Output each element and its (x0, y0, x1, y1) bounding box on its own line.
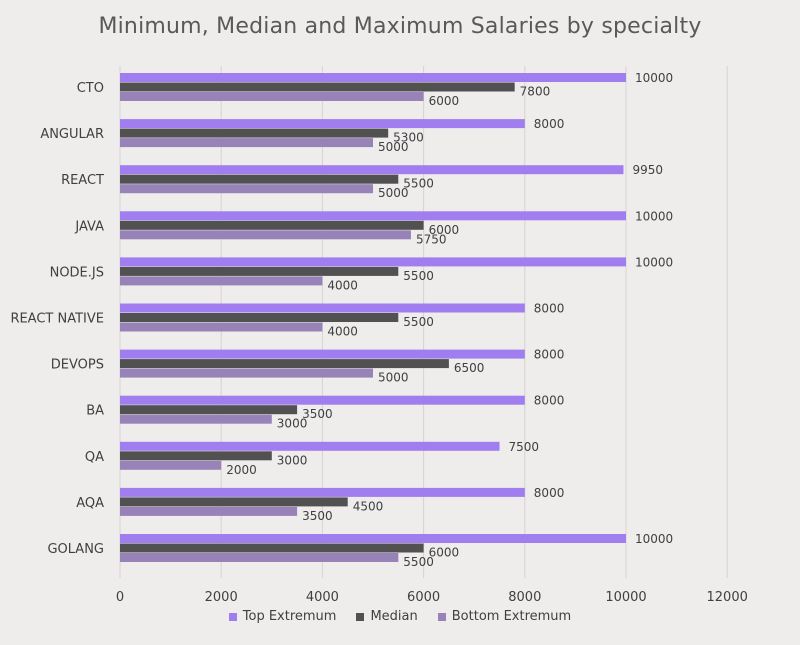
data-label: 2000 (226, 463, 257, 477)
category-label: GOLANG (47, 542, 104, 557)
bar-bottom-extremum (120, 138, 373, 148)
chart-title: Minimum, Median and Maximum Salaries by … (98, 14, 702, 39)
bar-bottom-extremum (120, 276, 323, 286)
bar-median (120, 266, 399, 276)
x-tick-label: 0 (116, 590, 124, 605)
data-label: 4000 (327, 278, 358, 292)
data-label: 5500 (403, 315, 434, 329)
data-label: 5500 (403, 555, 434, 569)
bar-bottom-extremum (120, 322, 323, 332)
data-label: 6000 (429, 546, 460, 560)
legend-item-bottom: Bottom Extremum (437, 609, 572, 624)
bar-bottom-extremum (120, 553, 399, 562)
legend-item-top: Top Extremum (228, 609, 337, 624)
data-label: 8000 (534, 117, 565, 131)
bar-bottom-extremum (120, 368, 373, 378)
bar-top-extremum (120, 487, 525, 497)
data-label: 6500 (454, 361, 485, 375)
bar-bottom-extremum (120, 92, 424, 101)
data-label: 5000 (378, 371, 409, 385)
bar-bottom-extremum (120, 460, 222, 470)
bar-median (120, 543, 424, 553)
x-tick-label: 4000 (306, 590, 339, 605)
bar-median (120, 313, 399, 322)
x-tick-label: 6000 (407, 590, 440, 605)
data-label: 8000 (534, 348, 565, 362)
bar-bottom-extremum (120, 184, 373, 194)
category-label: CTO (77, 81, 104, 96)
bar-top-extremum (120, 211, 626, 221)
bar-median (120, 220, 424, 230)
legend-swatch-bottom (437, 612, 446, 621)
data-label: 5000 (378, 140, 409, 154)
bar-bottom-extremum (120, 414, 272, 424)
data-label: 8000 (534, 302, 565, 316)
category-label: REACT (61, 173, 104, 188)
category-label: ANGULAR (40, 127, 104, 142)
x-tick-label: 2000 (205, 590, 238, 605)
data-label: 7500 (509, 440, 540, 454)
legend: Top Extremum Median Bottom Extremum (0, 609, 800, 624)
data-label: 3500 (302, 509, 333, 523)
bar-bottom-extremum (120, 506, 298, 516)
category-label: DEVOPS (51, 358, 104, 373)
bar-top-extremum (120, 165, 624, 175)
data-label: 10000 (635, 255, 673, 269)
data-label: 3000 (277, 453, 308, 467)
data-label: 4000 (327, 325, 358, 339)
data-label: 5500 (403, 177, 434, 191)
legend-label-median: Median (370, 609, 418, 624)
bar-top-extremum (120, 441, 500, 451)
data-label: 5750 (416, 232, 447, 246)
legend-label-bottom: Bottom Extremum (451, 609, 572, 624)
data-label: 6000 (429, 94, 460, 108)
data-label: 9950 (632, 163, 663, 177)
bar-top-extremum (120, 349, 525, 359)
bar-median (120, 174, 399, 184)
bar-median (120, 82, 515, 92)
data-label: 10000 (635, 209, 673, 223)
data-label: 10000 (635, 532, 673, 546)
bar-median (120, 497, 348, 507)
legend-swatch-median (356, 612, 365, 621)
category-label: BA (86, 404, 104, 419)
data-label: 4500 (353, 499, 384, 513)
data-label: 5300 (393, 131, 424, 145)
category-label: REACT NATIVE (10, 312, 104, 327)
data-label: 8000 (534, 486, 565, 500)
category-label: JAVA (74, 219, 104, 234)
data-label: 3500 (302, 407, 333, 421)
bar-top-extremum (120, 257, 626, 267)
data-label: 10000 (635, 71, 673, 85)
bar-top-extremum (120, 119, 525, 129)
data-label: 3000 (277, 417, 308, 431)
bar-median (120, 451, 272, 461)
x-tick-label: 8000 (508, 590, 541, 605)
category-label: NODE.JS (50, 265, 104, 280)
legend-item-median: Median (356, 609, 418, 624)
bar-top-extremum (120, 73, 626, 82)
bar-bottom-extremum (120, 230, 411, 240)
bar-median (120, 128, 389, 138)
data-label: 5000 (378, 186, 409, 200)
category-label: AQA (76, 496, 104, 511)
data-label: 8000 (534, 394, 565, 408)
legend-swatch-top (228, 612, 237, 621)
category-label: QA (85, 450, 104, 465)
data-label: 7800 (520, 85, 551, 99)
data-label: 5500 (403, 269, 434, 283)
legend-label-top: Top Extremum (242, 609, 337, 624)
bar-median (120, 405, 298, 415)
bar-top-extremum (120, 534, 626, 543)
x-tick-label: 10000 (605, 590, 646, 605)
bar-top-extremum (120, 303, 525, 313)
bar-median (120, 359, 449, 369)
data-label: 6000 (429, 223, 460, 237)
bar-top-extremum (120, 395, 525, 405)
x-tick-label: 12000 (707, 590, 748, 605)
